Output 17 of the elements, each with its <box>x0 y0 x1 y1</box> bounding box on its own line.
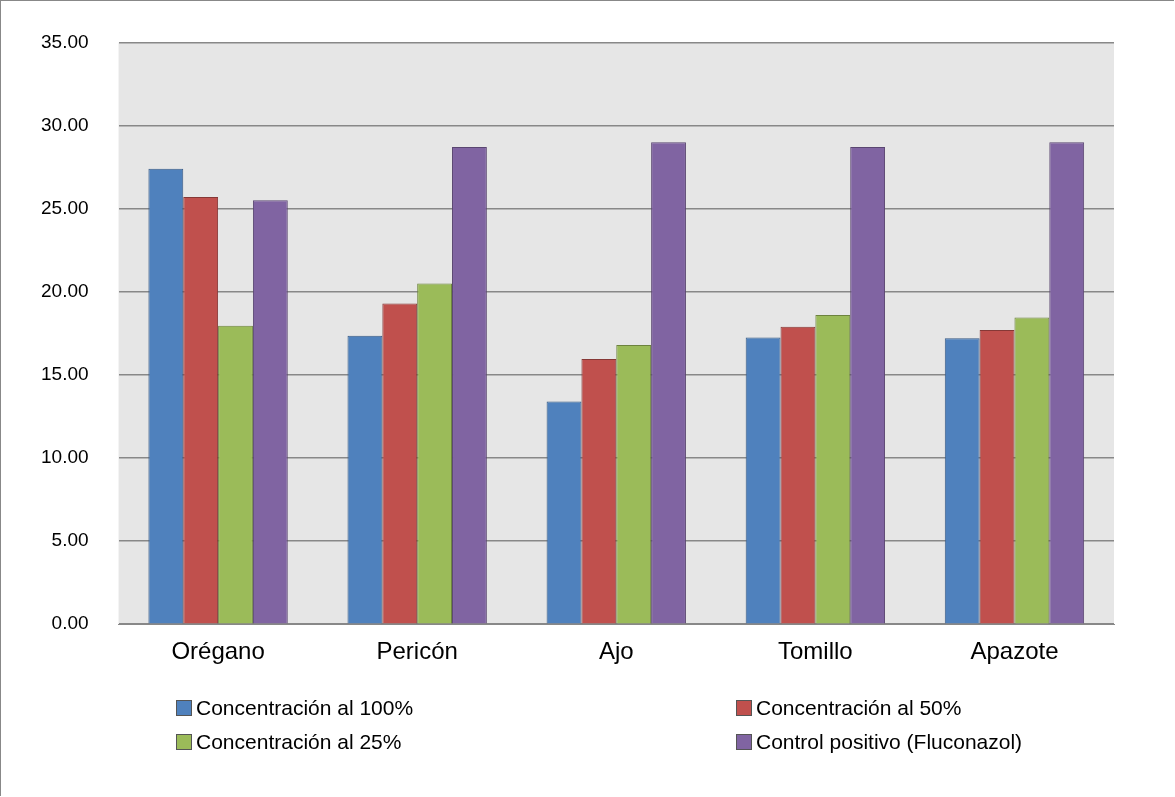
x-tick-label: Apazote <box>970 637 1059 665</box>
y-tick-label: 15.00 <box>41 363 89 385</box>
y-tick-label: 35.00 <box>41 30 89 52</box>
y-tick-label: 25.00 <box>41 196 89 218</box>
y-tick-label: 10.00 <box>41 446 89 468</box>
y-tick-label: 20.00 <box>41 279 89 301</box>
y-tick-label: 30.00 <box>41 113 89 135</box>
x-tick-label: Tomillo <box>778 637 853 665</box>
x-tick-label: Orégano <box>171 637 265 665</box>
y-tick-label: 5.00 <box>51 529 89 551</box>
x-tick-label: Ajo <box>598 637 634 665</box>
y-tick-label: 0.00 <box>51 612 89 634</box>
legend-label: Concentración al 25% <box>196 730 402 754</box>
legend-label: Concentración al 100% <box>196 696 414 720</box>
legend-label: Concentración al 50% <box>756 696 962 720</box>
legend-label: Control positivo (Fluconazol) <box>756 730 1023 754</box>
x-tick-label: Pericón <box>376 637 458 665</box>
